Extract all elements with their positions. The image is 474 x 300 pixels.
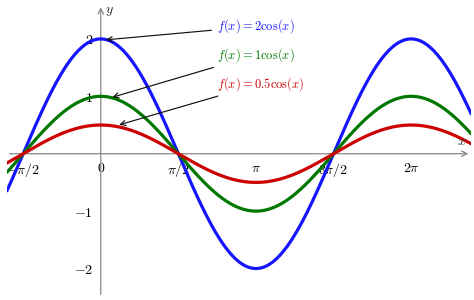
Text: $y$: $y$ — [105, 4, 114, 18]
Text: $f(x)=1\cos(x)$: $f(x)=1\cos(x)$ — [114, 46, 294, 98]
Text: $x$: $x$ — [457, 134, 466, 148]
Text: $f(x)=2\cos(x)$: $f(x)=2\cos(x)$ — [107, 17, 294, 42]
Text: $f(x)=0.5\cos(x)$: $f(x)=0.5\cos(x)$ — [120, 75, 304, 125]
